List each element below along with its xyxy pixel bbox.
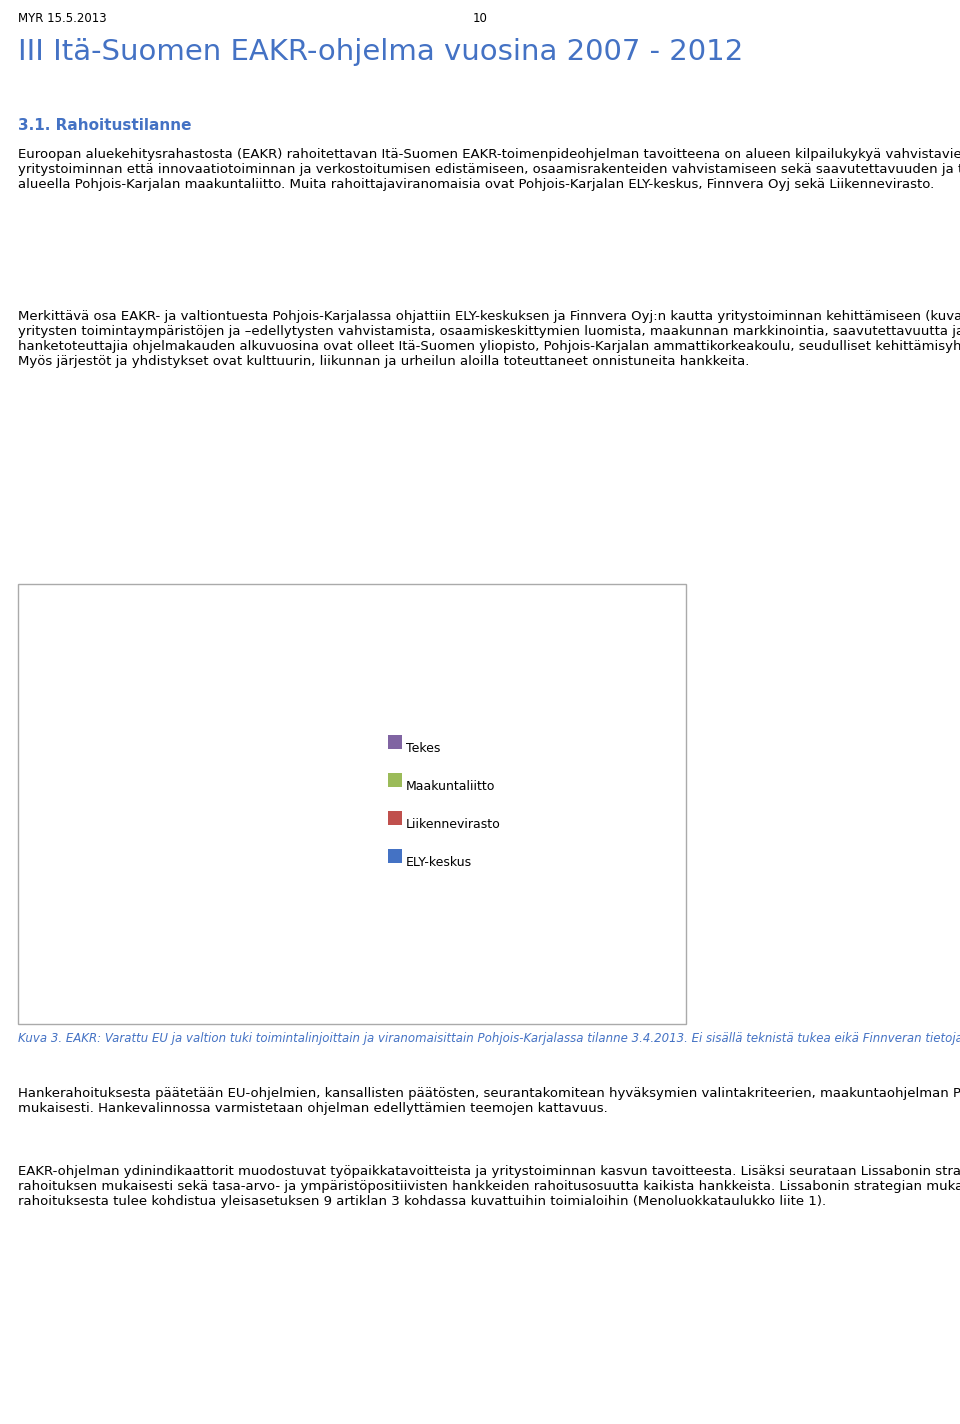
Bar [154,668,249,974]
Bar [344,836,439,950]
Text: EAKR-ohjelman ydinindikaattorit muodostuvat työpaikkatavoitteista ja yritystoimi: EAKR-ohjelman ydinindikaattorit muodostu… [18,1165,960,1208]
Text: ELY-keskus: ELY-keskus [406,856,472,869]
Text: Tekes: Tekes [406,742,441,755]
Text: MYR 15.5.2013: MYR 15.5.2013 [18,11,107,26]
Text: Kuva 3. EAKR: Varattu EU ja valtion tuki toimintalinjoittain ja viranomaisittain: Kuva 3. EAKR: Varattu EU ja valtion tuki… [18,1032,960,1045]
Text: Liikennevirasto: Liikennevirasto [406,817,501,832]
Bar [344,733,439,836]
Bar [534,857,629,933]
Text: 3.1. Rahoitustilanne: 3.1. Rahoitustilanne [18,118,191,132]
Bar [534,933,629,974]
Text: Hankerahoituksesta päätetään EU-ohjelmien, kansallisten päätösten, seurantakomit: Hankerahoituksesta päätetään EU-ohjelmie… [18,1087,960,1115]
Text: III Itä-Suomen EAKR-ohjelma vuosina 2007 - 2012: III Itä-Suomen EAKR-ohjelma vuosina 2007… [18,38,743,66]
Text: 10: 10 [472,11,488,26]
Bar [534,832,629,857]
Text: Euroopan aluekehitysrahastosta (EAKR) rahoitettavan Itä-Suomen EAKR-toimenpideoh: Euroopan aluekehitysrahastosta (EAKR) ra… [18,148,960,191]
Text: Merkittävä osa EAKR- ja valtiontuesta Pohjois-Karjalassa ohjattiin ELY-keskuksen: Merkittävä osa EAKR- ja valtiontuesta Po… [18,310,960,367]
Bar [344,950,439,974]
Text: Maakuntaliitto: Maakuntaliitto [406,780,495,793]
